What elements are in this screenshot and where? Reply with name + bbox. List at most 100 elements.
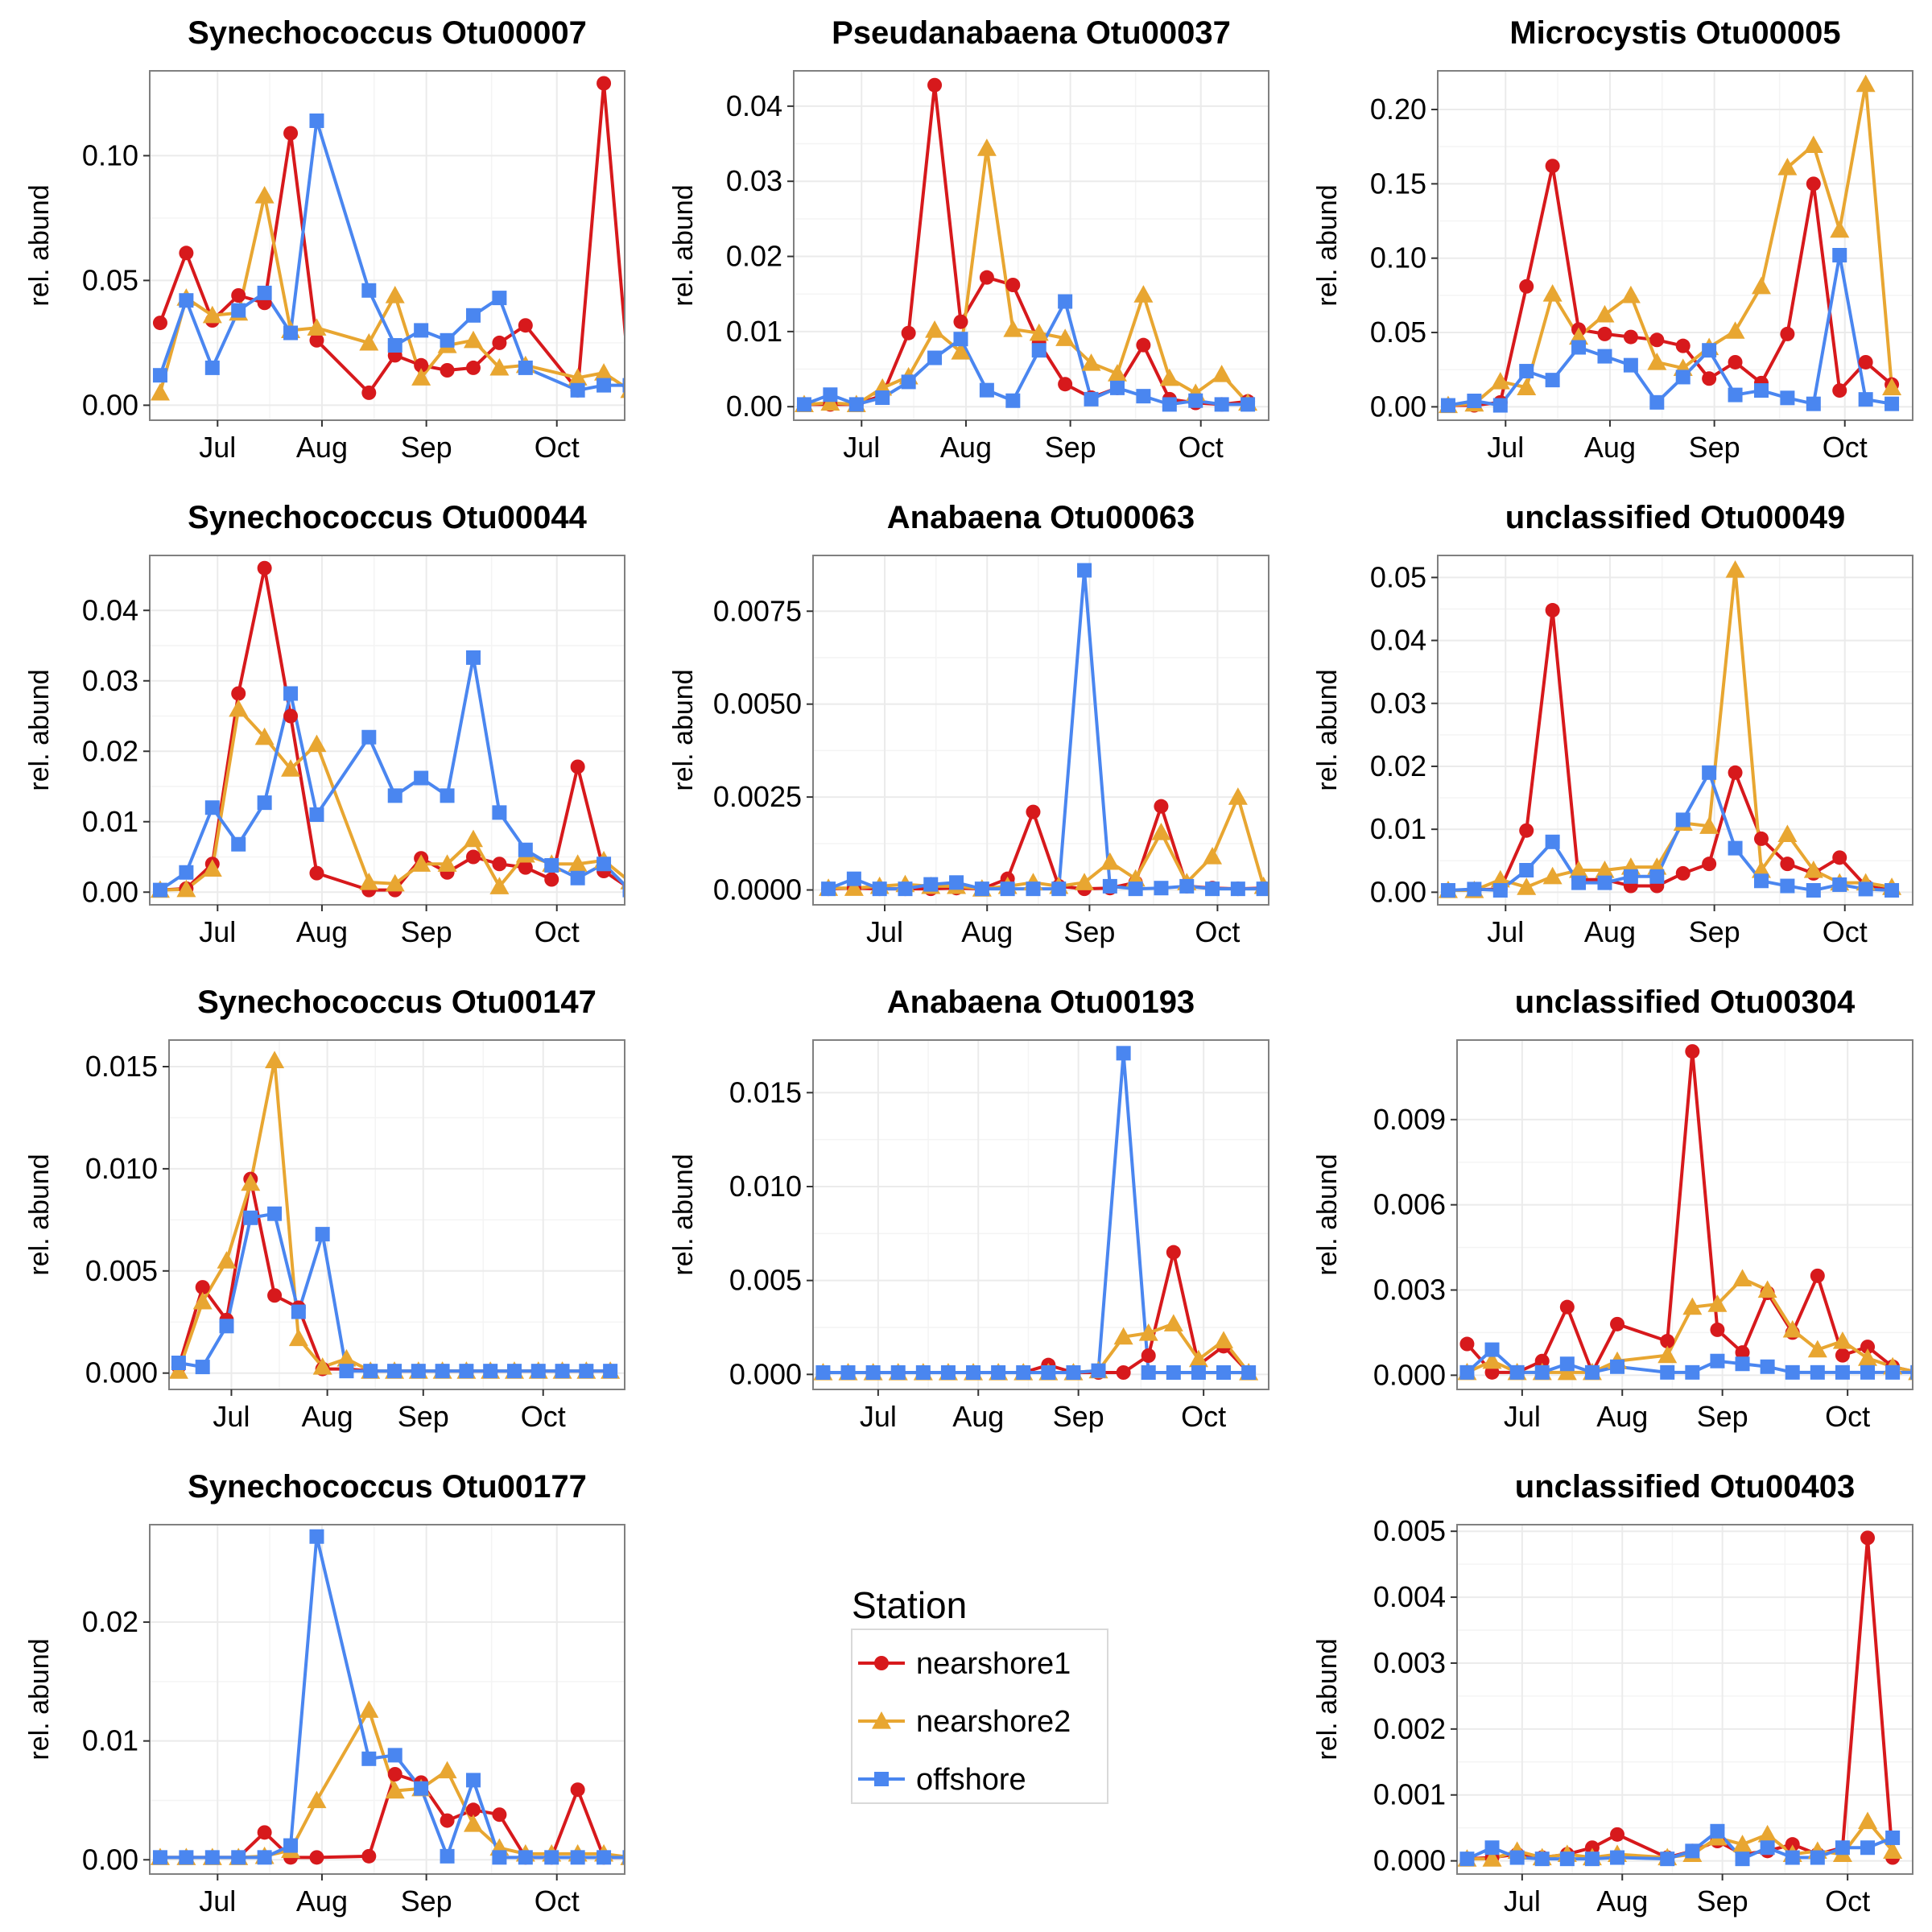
y-axis-label: rel. abund <box>1312 669 1343 791</box>
data-point-offshore <box>1205 881 1220 897</box>
data-point-offshore <box>1728 387 1743 402</box>
data-point-offshore <box>339 1364 354 1379</box>
data-point-nearshore1 <box>1660 1334 1675 1349</box>
data-point-nearshore1 <box>1519 279 1534 294</box>
data-point-offshore <box>1685 1843 1700 1859</box>
data-point-offshore <box>1649 394 1665 410</box>
data-point-nearshore2 <box>1725 559 1745 578</box>
data-point-offshore <box>1584 1852 1600 1867</box>
data-point-offshore <box>1241 1365 1257 1380</box>
data-point-offshore <box>361 283 377 298</box>
legend-swatch-marker <box>872 1711 891 1729</box>
data-point-offshore <box>1509 1364 1525 1380</box>
panel-title: Pseudanabaena Otu00037 <box>832 15 1231 51</box>
data-point-nearshore1 <box>1005 278 1021 292</box>
data-point-offshore <box>848 397 864 412</box>
data-point-offshore <box>1806 883 1821 898</box>
panel-border <box>1437 70 1913 421</box>
data-point-nearshore2 <box>202 305 222 324</box>
data-point-offshore <box>1179 878 1195 894</box>
x-tick-label: Oct <box>535 915 580 948</box>
y-tick-label: 0.000 <box>1373 1358 1446 1391</box>
y-tick-label: 0.000 <box>729 1357 802 1390</box>
data-point-offshore <box>1066 1365 1081 1380</box>
series-group <box>819 563 1269 897</box>
x-tick-label: Oct <box>1181 1400 1226 1433</box>
panel-title: Synechococcus Otu00007 <box>188 15 587 51</box>
data-point-nearshore1 <box>1835 1348 1850 1363</box>
x-tick-label: Jul <box>860 1400 897 1433</box>
data-point-offshore <box>1760 1359 1775 1374</box>
data-point-nearshore1 <box>1597 326 1612 341</box>
y-axis-label: rel. abund <box>668 184 699 306</box>
data-point-offshore <box>579 1364 594 1379</box>
data-point-nearshore1 <box>1675 338 1690 353</box>
data-point-offshore <box>518 1850 533 1865</box>
data-point-offshore <box>283 1838 299 1853</box>
data-point-nearshore1 <box>1484 1364 1500 1380</box>
data-point-offshore <box>361 1751 377 1766</box>
data-point-offshore <box>544 1850 559 1865</box>
data-point-offshore <box>1785 1850 1800 1865</box>
panel-8: 0.000 0.005 0.010 0.015 Jul Aug Sep Oct Anabaena… <box>668 985 1269 1433</box>
data-point-nearshore1 <box>231 288 246 303</box>
data-point-offshore <box>1885 1364 1901 1380</box>
data-point-nearshore2 <box>229 699 249 717</box>
data-point-offshore <box>1885 396 1900 411</box>
data-point-nearshore1 <box>152 316 167 331</box>
x-tick-label: Sep <box>401 431 452 464</box>
data-point-nearshore2 <box>1699 816 1719 834</box>
data-point-offshore <box>1835 1364 1850 1380</box>
data-point-nearshore2 <box>1725 321 1745 339</box>
data-point-nearshore2 <box>1830 220 1850 238</box>
data-point-offshore <box>1154 881 1169 896</box>
data-point-nearshore1 <box>1858 354 1873 369</box>
y-axis-label: rel. abund <box>1312 184 1343 306</box>
data-point-nearshore2 <box>1856 74 1876 93</box>
data-point-offshore <box>1041 1365 1056 1380</box>
data-point-nearshore2 <box>1163 1314 1183 1331</box>
y-tick-label: 0.009 <box>1373 1103 1446 1136</box>
data-point-nearshore1 <box>1459 1336 1475 1352</box>
panel-title: Anabaena Otu00063 <box>887 500 1195 535</box>
series-group <box>1438 74 1902 414</box>
data-point-offshore <box>179 293 194 308</box>
y-tick-label: 0.00 <box>726 390 782 423</box>
data-point-nearshore2 <box>951 342 971 360</box>
data-point-offshore <box>1910 1364 1913 1380</box>
data-point-nearshore2 <box>288 1328 308 1347</box>
data-point-nearshore1 <box>1610 1316 1625 1331</box>
data-point-nearshore2 <box>254 186 275 204</box>
data-point-nearshore1 <box>901 325 916 341</box>
data-point-nearshore2 <box>820 393 840 411</box>
data-point-offshore <box>411 1364 426 1379</box>
data-point-nearshore2 <box>1883 1841 1903 1859</box>
data-point-offshore <box>927 350 943 365</box>
y-tick-label: 0.03 <box>726 164 782 197</box>
data-point-offshore <box>1459 1364 1475 1380</box>
y-tick-label: 0.01 <box>726 315 782 348</box>
panel-border <box>149 70 625 421</box>
y-tick-label: 0.001 <box>1373 1778 1446 1811</box>
data-point-nearshore1 <box>257 1825 272 1840</box>
legend-entry-nearshore2: nearshore2 <box>858 1705 1071 1739</box>
data-point-offshore <box>257 795 272 811</box>
x-tick-label: Oct <box>1179 431 1224 464</box>
data-point-offshore <box>1058 294 1073 309</box>
y-tick-label: 0.15 <box>1370 167 1426 200</box>
data-point-nearshore2 <box>1203 846 1223 865</box>
y-tick-label: 0.005 <box>1373 1514 1446 1547</box>
data-point-nearshore2 <box>1751 860 1771 878</box>
legend-box <box>851 1629 1108 1804</box>
y-tick-label: 0.00 <box>82 1843 138 1876</box>
data-point-offshore <box>846 871 861 886</box>
legend-keys: nearshore1 nearshore2 offshore <box>858 1647 1071 1797</box>
data-point-nearshore1 <box>267 1288 283 1303</box>
data-point-offshore <box>152 882 167 898</box>
data-point-nearshore2 <box>1113 1327 1133 1345</box>
data-point-nearshore2 <box>150 382 170 401</box>
data-point-nearshore2 <box>336 1348 357 1367</box>
data-point-nearshore1 <box>1780 326 1795 341</box>
data-point-offshore <box>1116 1046 1131 1061</box>
data-point-offshore <box>597 378 612 393</box>
